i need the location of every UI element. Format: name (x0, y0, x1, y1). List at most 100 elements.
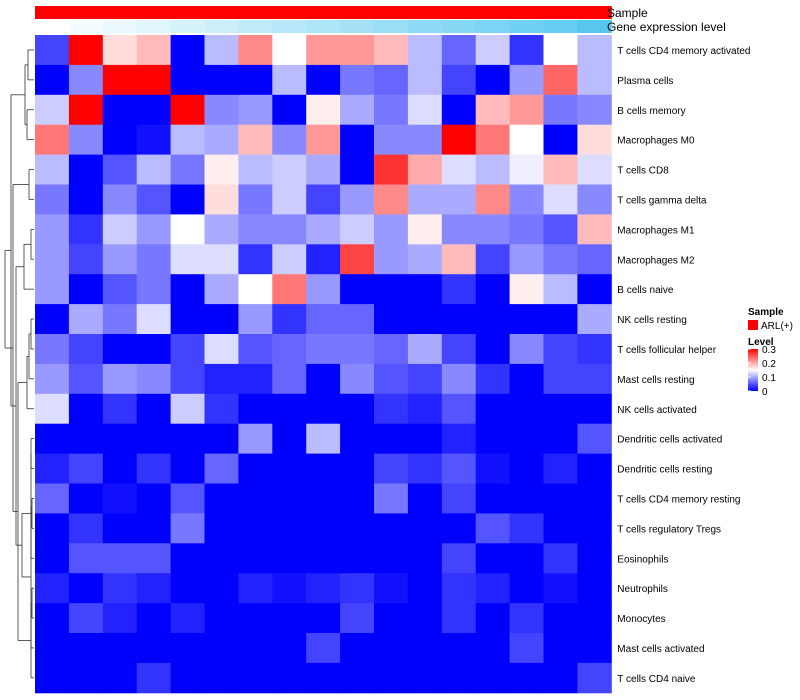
heatmap-cell (407, 363, 443, 395)
heatmap-cell (204, 453, 239, 484)
heatmap-cell (441, 633, 477, 664)
heatmap-cell (102, 244, 138, 275)
heatmap-cell (475, 64, 511, 96)
heatmap-cell (204, 274, 239, 305)
heatmap-cell (306, 633, 341, 664)
heatmap-cell (374, 214, 409, 245)
heatmap-cell (272, 94, 307, 126)
heatmap-cell (136, 214, 172, 245)
heatmap-cell (238, 513, 273, 544)
heatmap-cell (306, 453, 341, 484)
heatmap-cell (475, 453, 511, 484)
heatmap-cell (136, 633, 172, 664)
legend-level-ticks: 0.3 0.2 0.1 0 (748, 345, 776, 398)
annotation-label-gene-expression: Gene expression level (607, 20, 726, 34)
heatmap-cell (407, 124, 443, 156)
annotation-sample-cell (577, 6, 612, 19)
annotation-expression-cell (441, 20, 477, 33)
heatmap-cell (204, 124, 239, 156)
heatmap-cell (68, 633, 104, 664)
heatmap-cell (204, 483, 239, 514)
heatmap-cell (238, 633, 273, 664)
heatmap-cell (475, 633, 511, 664)
heatmap-cell (509, 214, 544, 245)
heatmap-cell (272, 603, 307, 634)
heatmap-cell (407, 662, 443, 694)
row-label: NK cells activated (617, 405, 696, 416)
heatmap-cell (340, 543, 375, 574)
heatmap-cell (102, 513, 138, 544)
heatmap-cell (272, 453, 307, 484)
heatmap-cell (306, 154, 341, 185)
annotation-sample-cell (35, 6, 70, 19)
heatmap-cell (136, 423, 172, 455)
heatmap-cell (509, 184, 544, 215)
heatmap-cell (35, 184, 70, 215)
heatmap-cell (68, 543, 104, 574)
heatmap-cell (475, 513, 511, 544)
heatmap-cell (272, 423, 307, 455)
heatmap-cell (170, 363, 205, 395)
heatmap-cell (577, 363, 612, 395)
heatmap-cell (577, 662, 612, 694)
annotation-sample-cell (102, 6, 138, 19)
annotation-label-sample: Sample (607, 6, 648, 20)
legend: Sample ARL(+) Level 0.3 0.2 0.1 0 (748, 307, 793, 398)
heatmap-cell (306, 304, 341, 335)
row-dendrogram (4, 49, 34, 679)
heatmap-cell (272, 363, 307, 395)
heatmap-cell (204, 304, 239, 335)
heatmap-cell (204, 214, 239, 245)
heatmap-cell (204, 334, 239, 365)
heatmap-cell (306, 184, 341, 215)
heatmap-cell (543, 124, 578, 156)
heatmap-cell (272, 513, 307, 544)
heatmap-cell (407, 603, 443, 634)
heatmap-cell (35, 124, 70, 156)
row-label: T cells CD4 naive (617, 674, 696, 685)
heatmap-cell (204, 64, 239, 96)
heatmap-cell (306, 543, 341, 574)
heatmap-cell (136, 543, 172, 574)
heatmap-cell (374, 513, 409, 544)
heatmap-cell (272, 184, 307, 215)
heatmap-cell (340, 633, 375, 664)
heatmap-cell (204, 662, 239, 694)
heatmap-cell (475, 603, 511, 634)
heatmap-cell (68, 124, 104, 156)
legend-tick-label: 0 (762, 387, 768, 398)
heatmap-cell (509, 543, 544, 574)
heatmap-cell (509, 244, 544, 275)
heatmap-cell (543, 393, 578, 425)
heatmap-cell (272, 274, 307, 305)
annotation-expression-cell (407, 20, 443, 33)
heatmap-cell (407, 633, 443, 664)
legend-sample-swatch (748, 320, 758, 330)
annotation-expression-cell (475, 20, 511, 33)
heatmap-cell (543, 453, 578, 484)
heatmap-cell (102, 662, 138, 694)
heatmap-cell (577, 304, 612, 335)
annotation-sample-cell (204, 6, 239, 19)
heatmap-cell (543, 573, 578, 604)
heatmap-cell (374, 334, 409, 365)
heatmap-cell (475, 274, 511, 305)
heatmap-cell (272, 124, 307, 156)
annotation-expression-cell (102, 20, 138, 33)
heatmap-cell (374, 393, 409, 425)
heatmap-cell (374, 35, 409, 66)
heatmap-cell (204, 543, 239, 574)
row-label: T cells CD8 (617, 166, 669, 177)
heatmap-cell (170, 244, 205, 275)
heatmap-cell (102, 603, 138, 634)
heatmap-cell (102, 184, 138, 215)
heatmap-cell (441, 94, 477, 126)
heatmap-cell (170, 124, 205, 156)
heatmap-cell (136, 573, 172, 604)
heatmap-cell (475, 423, 511, 455)
heatmap-cell (509, 64, 544, 96)
heatmap-cell (272, 154, 307, 185)
annotation-sample-cell (170, 6, 205, 19)
annotation-sample-cell (306, 6, 341, 19)
